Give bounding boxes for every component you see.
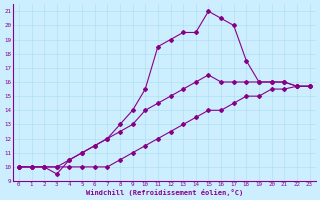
X-axis label: Windchill (Refroidissement éolien,°C): Windchill (Refroidissement éolien,°C) [85, 189, 243, 196]
